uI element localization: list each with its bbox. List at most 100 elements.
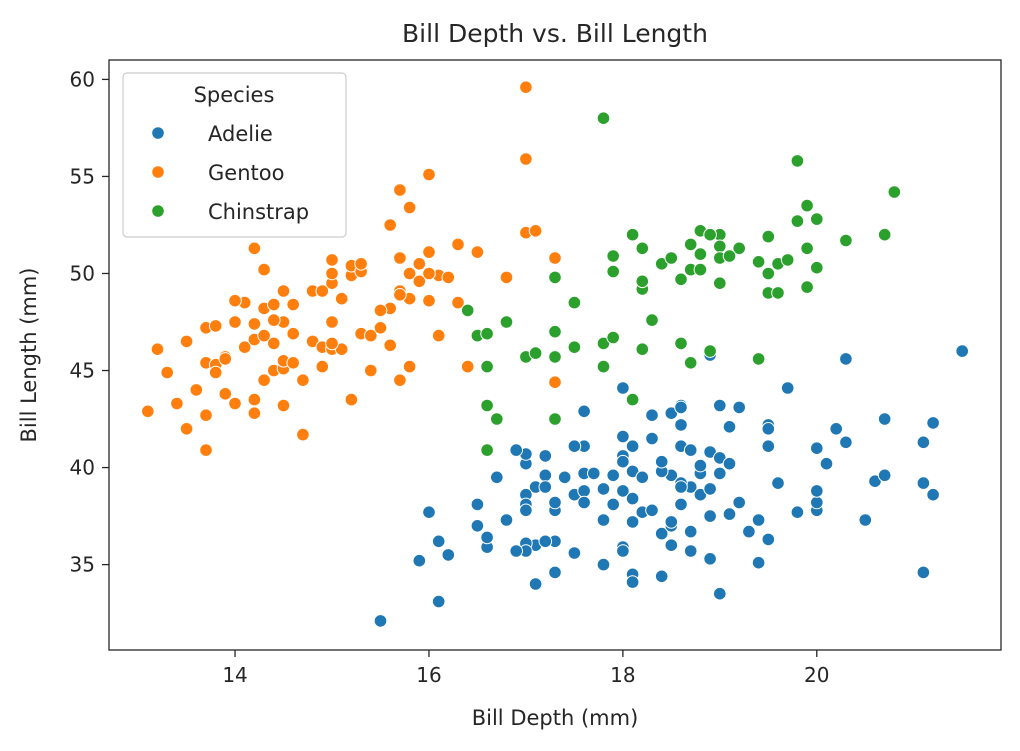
data-point-chinstrap: [528, 346, 543, 360]
data-point-gentoo: [451, 295, 465, 310]
data-point-adelie: [722, 420, 737, 434]
data-point-chinstrap: [460, 303, 475, 318]
data-point-chinstrap: [751, 254, 766, 269]
data-point-chinstrap: [625, 227, 640, 242]
y-axis-label: Bill Length (mm): [17, 268, 41, 443]
data-point-gentoo: [451, 237, 465, 252]
data-point-adelie: [606, 497, 621, 512]
data-point-adelie: [616, 544, 630, 558]
x-axis-label: Bill Depth (mm): [472, 706, 639, 730]
data-point-chinstrap: [877, 227, 892, 242]
data-point-gentoo: [267, 297, 281, 312]
data-point-adelie: [683, 524, 698, 539]
data-point-gentoo: [199, 443, 213, 457]
data-point-adelie: [858, 513, 873, 527]
data-point-adelie: [916, 435, 931, 450]
data-point-adelie: [616, 381, 630, 395]
data-point-gentoo: [218, 387, 233, 401]
legend-title: Species: [194, 83, 275, 107]
data-point-adelie: [577, 484, 591, 498]
data-point-adelie: [761, 439, 776, 454]
data-point-gentoo: [286, 297, 301, 312]
x-axis-ticks: 14 16 18 20: [222, 650, 830, 687]
data-point-adelie: [490, 470, 504, 485]
data-point-gentoo: [422, 245, 436, 259]
legend: Species Adelie Gentoo Chinstrap: [122, 72, 347, 238]
data-point-gentoo: [228, 396, 242, 411]
data-point-chinstrap: [548, 412, 562, 426]
data-point-chinstrap: [480, 398, 494, 413]
series-gentoo: [141, 80, 562, 457]
data-point-chinstrap: [800, 280, 814, 294]
data-point-gentoo: [247, 406, 262, 421]
legend-entries: Adelie Gentoo Chinstrap: [151, 122, 309, 224]
data-point-adelie: [664, 538, 679, 553]
data-point-adelie: [625, 439, 640, 454]
legend-label-chinstrap: Chinstrap: [208, 200, 309, 224]
data-point-chinstrap: [596, 336, 611, 351]
data-point-gentoo: [257, 328, 271, 343]
data-point-gentoo: [208, 319, 223, 333]
data-point-gentoo: [247, 241, 262, 256]
data-point-adelie: [470, 519, 485, 533]
data-point-adelie: [790, 505, 805, 520]
data-point-adelie: [538, 534, 553, 549]
data-point-chinstrap: [596, 359, 611, 374]
series-chinstrap: [460, 111, 902, 457]
data-point-chinstrap: [810, 212, 824, 226]
data-point-chinstrap: [790, 154, 805, 168]
data-point-adelie: [625, 515, 640, 529]
data-point-gentoo: [383, 218, 398, 232]
data-point-gentoo: [344, 392, 359, 407]
data-point-adelie: [567, 546, 582, 560]
legend-box: [122, 72, 347, 238]
data-point-adelie: [577, 404, 591, 419]
data-point-gentoo: [334, 291, 349, 306]
data-point-chinstrap: [645, 313, 659, 327]
data-point-chinstrap: [635, 342, 650, 357]
data-point-adelie: [587, 466, 601, 481]
data-point-gentoo: [373, 303, 388, 318]
data-point-chinstrap: [635, 241, 650, 256]
data-point-chinstrap: [693, 262, 708, 277]
data-point-gentoo: [460, 359, 475, 374]
plot-frame: [108, 59, 1002, 651]
data-point-adelie: [509, 443, 524, 457]
data-point-gentoo: [364, 363, 378, 378]
data-point-adelie: [761, 422, 776, 436]
data-point-adelie: [868, 474, 882, 489]
y-tick-label: 40: [70, 456, 95, 480]
data-point-adelie: [926, 416, 940, 430]
y-tick-label: 45: [70, 359, 95, 383]
data-point-chinstrap: [606, 330, 621, 345]
data-point-gentoo: [247, 392, 262, 407]
data-point-adelie: [926, 487, 940, 502]
data-point-gentoo: [373, 321, 388, 335]
data-point-gentoo: [228, 315, 242, 329]
data-point-gentoo: [208, 365, 223, 380]
data-point-gentoo: [170, 396, 184, 411]
data-point-adelie: [499, 513, 514, 527]
data-point-adelie: [480, 530, 494, 545]
data-point-adelie: [877, 412, 892, 426]
data-point-chinstrap: [790, 214, 805, 228]
data-point-adelie: [625, 491, 640, 506]
data-point-adelie: [625, 464, 640, 479]
data-point-chinstrap: [810, 260, 824, 275]
data-point-chinstrap: [887, 185, 902, 199]
data-point-gentoo: [325, 266, 339, 281]
data-point-adelie: [625, 575, 640, 589]
data-point-adelie: [683, 544, 698, 558]
data-point-chinstrap: [703, 344, 717, 358]
data-point-adelie: [528, 577, 543, 591]
data-point-gentoo: [257, 373, 271, 388]
data-point-gentoo: [189, 383, 204, 397]
data-point-gentoo: [199, 408, 213, 423]
data-point-gentoo: [179, 422, 194, 436]
data-point-adelie: [713, 466, 727, 481]
data-point-adelie: [674, 418, 688, 432]
data-point-adelie: [431, 534, 446, 549]
data-point-adelie: [596, 513, 611, 527]
data-point-adelie: [703, 482, 717, 496]
data-point-gentoo: [412, 257, 427, 271]
